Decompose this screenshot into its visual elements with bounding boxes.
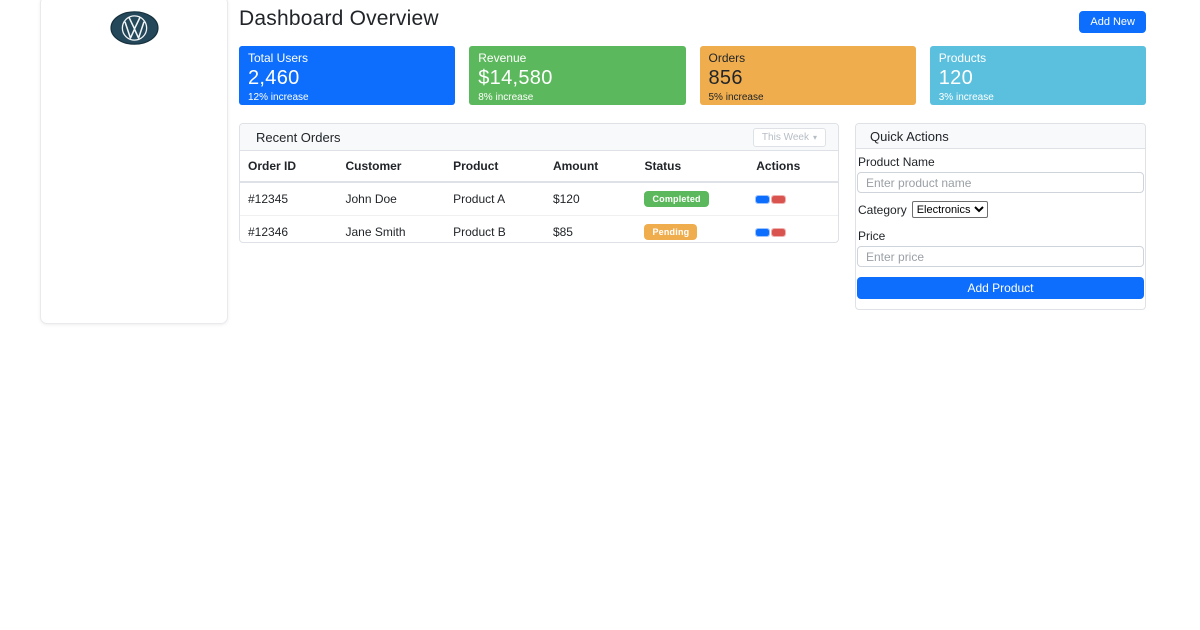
stat-card-orders: Orders 856 5% increase: [699, 46, 916, 105]
category-label: Category: [858, 202, 907, 217]
order-id-cell: #12346: [248, 225, 289, 239]
stat-change: 3% increase: [938, 92, 994, 103]
quick-actions-body: Product Name Category Electronics Price …: [856, 149, 1145, 299]
orders-table-header-row: Order ID Customer Product Amount Status …: [240, 151, 838, 183]
amount-cell: $85: [552, 225, 573, 239]
main-content: Dashboard Overview Add New Total Users 2…: [239, 0, 1146, 310]
stat-change: 5% increase: [708, 92, 764, 103]
col-header-order-id: Order ID: [240, 151, 338, 183]
stat-value: 120: [938, 67, 974, 89]
table-row: #12345 John Doe Product A $120 Completed: [240, 182, 838, 216]
stat-label: Products: [938, 51, 987, 65]
stat-value: 2,460: [248, 67, 300, 89]
col-header-actions: Actions: [748, 151, 838, 183]
week-filter-dropdown[interactable]: This Week ▾: [752, 127, 826, 147]
col-header-status: Status: [636, 151, 749, 183]
stat-label: Orders: [708, 51, 746, 65]
stat-change: 12% increase: [248, 92, 309, 103]
col-header-product: Product: [445, 151, 545, 183]
stat-card-total-users: Total Users 2,460 12% increase: [239, 46, 456, 105]
recent-orders-header: Recent Orders This Week ▾: [240, 124, 838, 151]
vw-logo: [109, 11, 159, 50]
stat-card-products: Products 120 3% increase: [929, 46, 1146, 105]
quick-actions-title: Quick Actions: [870, 128, 949, 144]
orders-table: Order ID Customer Product Amount Status …: [240, 151, 838, 248]
price-input[interactable]: [857, 246, 1144, 267]
product-cell: Product A: [445, 182, 545, 216]
delete-order-button[interactable]: [771, 195, 787, 204]
category-select[interactable]: Electronics: [911, 201, 988, 218]
chevron-down-icon: ▾: [812, 132, 817, 142]
col-header-customer: Customer: [337, 151, 446, 183]
stat-cards-row: Total Users 2,460 12% increase Revenue $…: [239, 46, 1146, 105]
amount-cell: $120: [544, 182, 637, 216]
vw-logo-icon: [109, 11, 159, 45]
stat-change: 8% increase: [478, 92, 534, 103]
product-name-label: Product Name: [858, 155, 935, 169]
price-label: Price: [858, 229, 886, 243]
stat-value: 856: [708, 67, 743, 89]
add-new-button[interactable]: Add New: [1079, 11, 1146, 33]
stat-card-revenue: Revenue $14,580 8% increase: [469, 46, 686, 105]
customer-cell: Jane Smith: [345, 225, 406, 239]
recent-orders-title: Recent Orders: [256, 129, 341, 145]
quick-actions-card: Quick Actions Product Name Category Elec…: [855, 123, 1146, 310]
order-id-cell: #12345: [240, 182, 338, 216]
col-header-amount: Amount: [544, 151, 637, 183]
stat-value: $14,580: [478, 67, 553, 89]
table-row: #12346 Jane Smith Product B $85 Pending: [240, 216, 838, 249]
customer-cell: John Doe: [337, 182, 446, 216]
category-row: Category Electronics: [857, 201, 1144, 218]
stat-label: Total Users: [248, 51, 309, 65]
edit-order-button[interactable]: [755, 228, 771, 237]
sidebar: [40, 0, 228, 324]
product-cell: Product B: [453, 225, 506, 239]
week-filter-label: This Week: [761, 131, 809, 143]
recent-orders-card: Recent Orders This Week ▾ Order ID Custom…: [239, 123, 839, 243]
delete-order-button[interactable]: [771, 228, 787, 237]
status-badge: Pending: [644, 224, 698, 240]
status-badge: Completed: [644, 191, 709, 207]
edit-order-button[interactable]: [755, 195, 771, 204]
page-title: Dashboard Overview: [239, 7, 439, 30]
quick-actions-header: Quick Actions: [856, 124, 1145, 149]
product-name-input[interactable]: [857, 172, 1144, 193]
add-product-button[interactable]: Add Product: [857, 277, 1144, 299]
stat-label: Revenue: [478, 51, 527, 65]
